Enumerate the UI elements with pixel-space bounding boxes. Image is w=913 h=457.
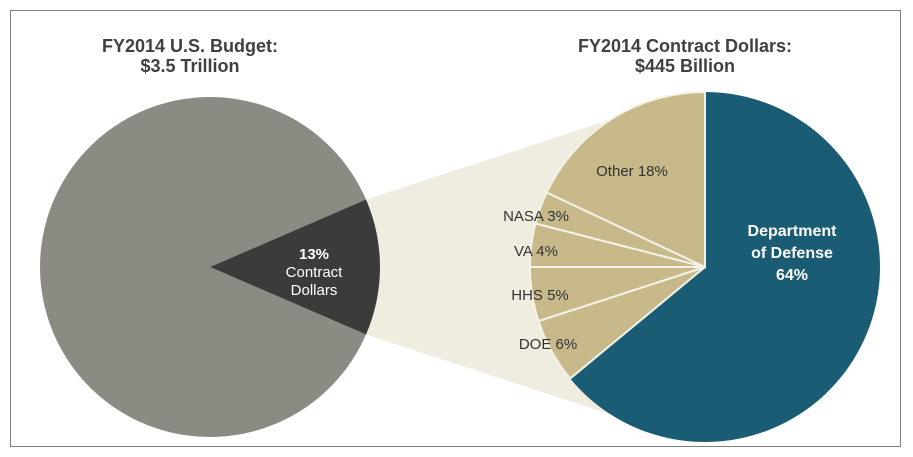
budget-pie-title-line1: FY2014 U.S. Budget: [101,36,279,56]
contract-dollars-slice [210,199,381,335]
contract-slice-label-2: HHS 5% [511,287,569,304]
contract-slice-0 [570,92,880,443]
contract-slice-5 [545,90,706,269]
contract-slice-label-4: NASA 3% [503,208,569,225]
budget-pie-title-line2: $3.5 Trillion [140,56,240,76]
contract-slice-label-3: VA 4% [514,243,558,260]
contract-pie-title-line2: $445 Billion [634,56,736,76]
contract-dollars-label: 13% Contract Dollars [286,246,344,299]
contract-pie-title-line1: FY2014 Contract Dollars: [577,36,793,56]
budget-pie-title: FY2014 U.S. Budget: $3.5 Trillion [70,36,310,76]
contract-slice-label-1: DOE 6% [519,336,577,353]
contract-slice-label-0: Department of Defense 64% [748,223,838,284]
contract-slice-label-5: Other 18% [596,163,668,180]
contract-pie-title: FY2014 Contract Dollars: $445 Billion [540,36,830,76]
budget-remaining-slice [40,97,367,437]
